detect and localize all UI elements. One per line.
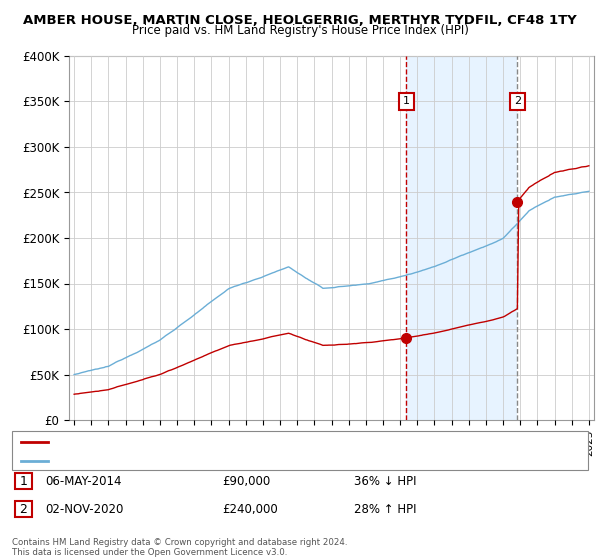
Text: 06-MAY-2014: 06-MAY-2014 [45,474,121,488]
Bar [406,56,517,420]
Text: 1: 1 [19,474,28,488]
Text: 1: 1 [403,96,410,106]
Text: £90,000: £90,000 [222,474,270,488]
Text: 28% ↑ HPI: 28% ↑ HPI [354,502,416,516]
Text: £240,000: £240,000 [222,502,278,516]
Text: Contains HM Land Registry data © Crown copyright and database right 2024.
This d: Contains HM Land Registry data © Crown c… [12,538,347,557]
Text: AMBER HOUSE, MARTIN CLOSE, HEOLGERRIG, MERTHYR TYDFIL, CF48 1TY: AMBER HOUSE, MARTIN CLOSE, HEOLGERRIG, M… [23,14,577,27]
Text: Price paid vs. HM Land Registry's House Price Index (HPI): Price paid vs. HM Land Registry's House … [131,24,469,36]
Text: AMBER HOUSE, MARTIN CLOSE, HEOLGERRIG, MERTHYR TYDFIL, CF48 1TY (detached ho: AMBER HOUSE, MARTIN CLOSE, HEOLGERRIG, M… [54,437,511,447]
Text: 02-NOV-2020: 02-NOV-2020 [45,502,124,516]
Text: 2: 2 [19,502,28,516]
Text: HPI: Average price, detached house, Merthyr Tydfil: HPI: Average price, detached house, Mert… [54,456,318,466]
Text: 36% ↓ HPI: 36% ↓ HPI [354,474,416,488]
Text: 2: 2 [514,96,521,106]
